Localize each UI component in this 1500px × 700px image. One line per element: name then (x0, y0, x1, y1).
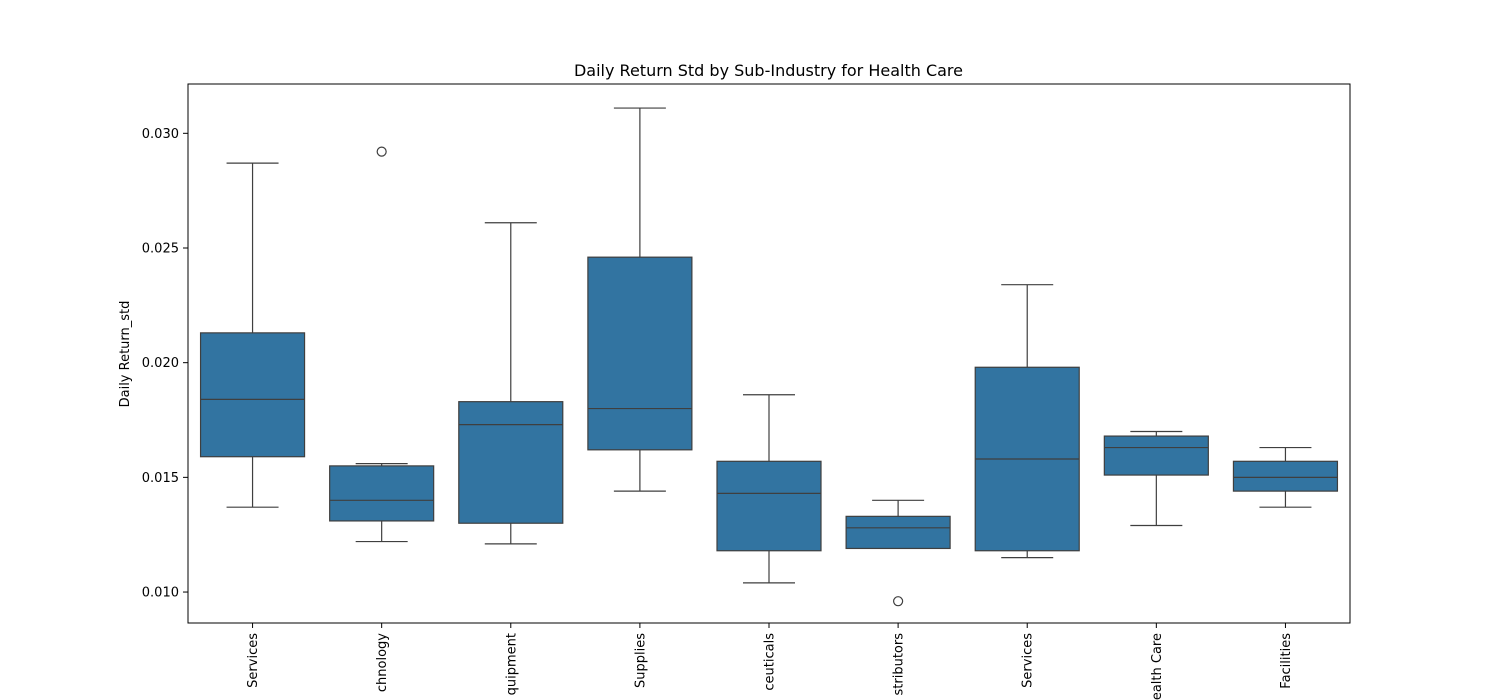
plot-area (187, 83, 1351, 624)
x-tick-label: stributors (892, 633, 907, 696)
iqr-box (1232, 460, 1339, 492)
box-6 (845, 499, 951, 607)
y-tick-label: 0.015 (142, 471, 179, 486)
iqr-box (199, 332, 306, 458)
box-3 (458, 222, 564, 545)
y-tick-label: 0.020 (142, 356, 179, 371)
x-tick-label: Services (246, 633, 261, 688)
x-tick-label: quipment (504, 633, 519, 695)
x-tick-label: Facilities (1279, 633, 1294, 689)
iqr-box (458, 401, 564, 524)
box-7 (974, 284, 1080, 559)
x-tick-label: Supplies (633, 633, 648, 688)
iqr-box (587, 256, 693, 451)
x-axis: Services chnology quipment Supplies ceutical… (246, 623, 1294, 700)
outlier-point (376, 146, 387, 157)
box-4 (587, 107, 693, 492)
outlier-point (893, 596, 904, 607)
y-tick-label: 0.025 (142, 241, 179, 256)
box-9 (1232, 446, 1339, 508)
iqr-box (1103, 435, 1209, 476)
x-tick-label: Services (1021, 633, 1036, 688)
box-1 (199, 162, 306, 508)
x-tick-label: ceuticals (763, 633, 778, 691)
iqr-box (716, 460, 822, 552)
box-2 (329, 146, 435, 543)
iqr-box (329, 465, 435, 522)
chart-title: Daily Return Std by Sub-Industry for Hea… (574, 61, 963, 80)
box-8 (1103, 430, 1209, 527)
x-tick-label: ealth Care (1150, 633, 1165, 700)
y-axis: 0.010 0.015 0.020 0.025 0.030 (142, 127, 188, 601)
x-tick-label: chnology (375, 633, 390, 692)
y-tick-label: 0.010 (142, 586, 179, 601)
iqr-box (845, 515, 951, 550)
y-axis-label: Daily Return_std (118, 301, 133, 408)
box-5 (716, 394, 822, 584)
y-tick-label: 0.030 (142, 127, 179, 142)
